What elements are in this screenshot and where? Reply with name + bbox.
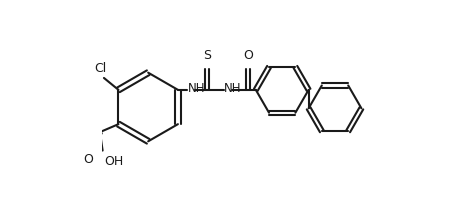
Text: O: O bbox=[243, 49, 253, 62]
Text: S: S bbox=[203, 49, 211, 62]
Text: NH: NH bbox=[188, 82, 205, 95]
Text: Cl: Cl bbox=[94, 62, 106, 75]
Text: O: O bbox=[83, 153, 93, 166]
Text: OH: OH bbox=[104, 155, 123, 168]
Text: NH: NH bbox=[224, 82, 241, 95]
